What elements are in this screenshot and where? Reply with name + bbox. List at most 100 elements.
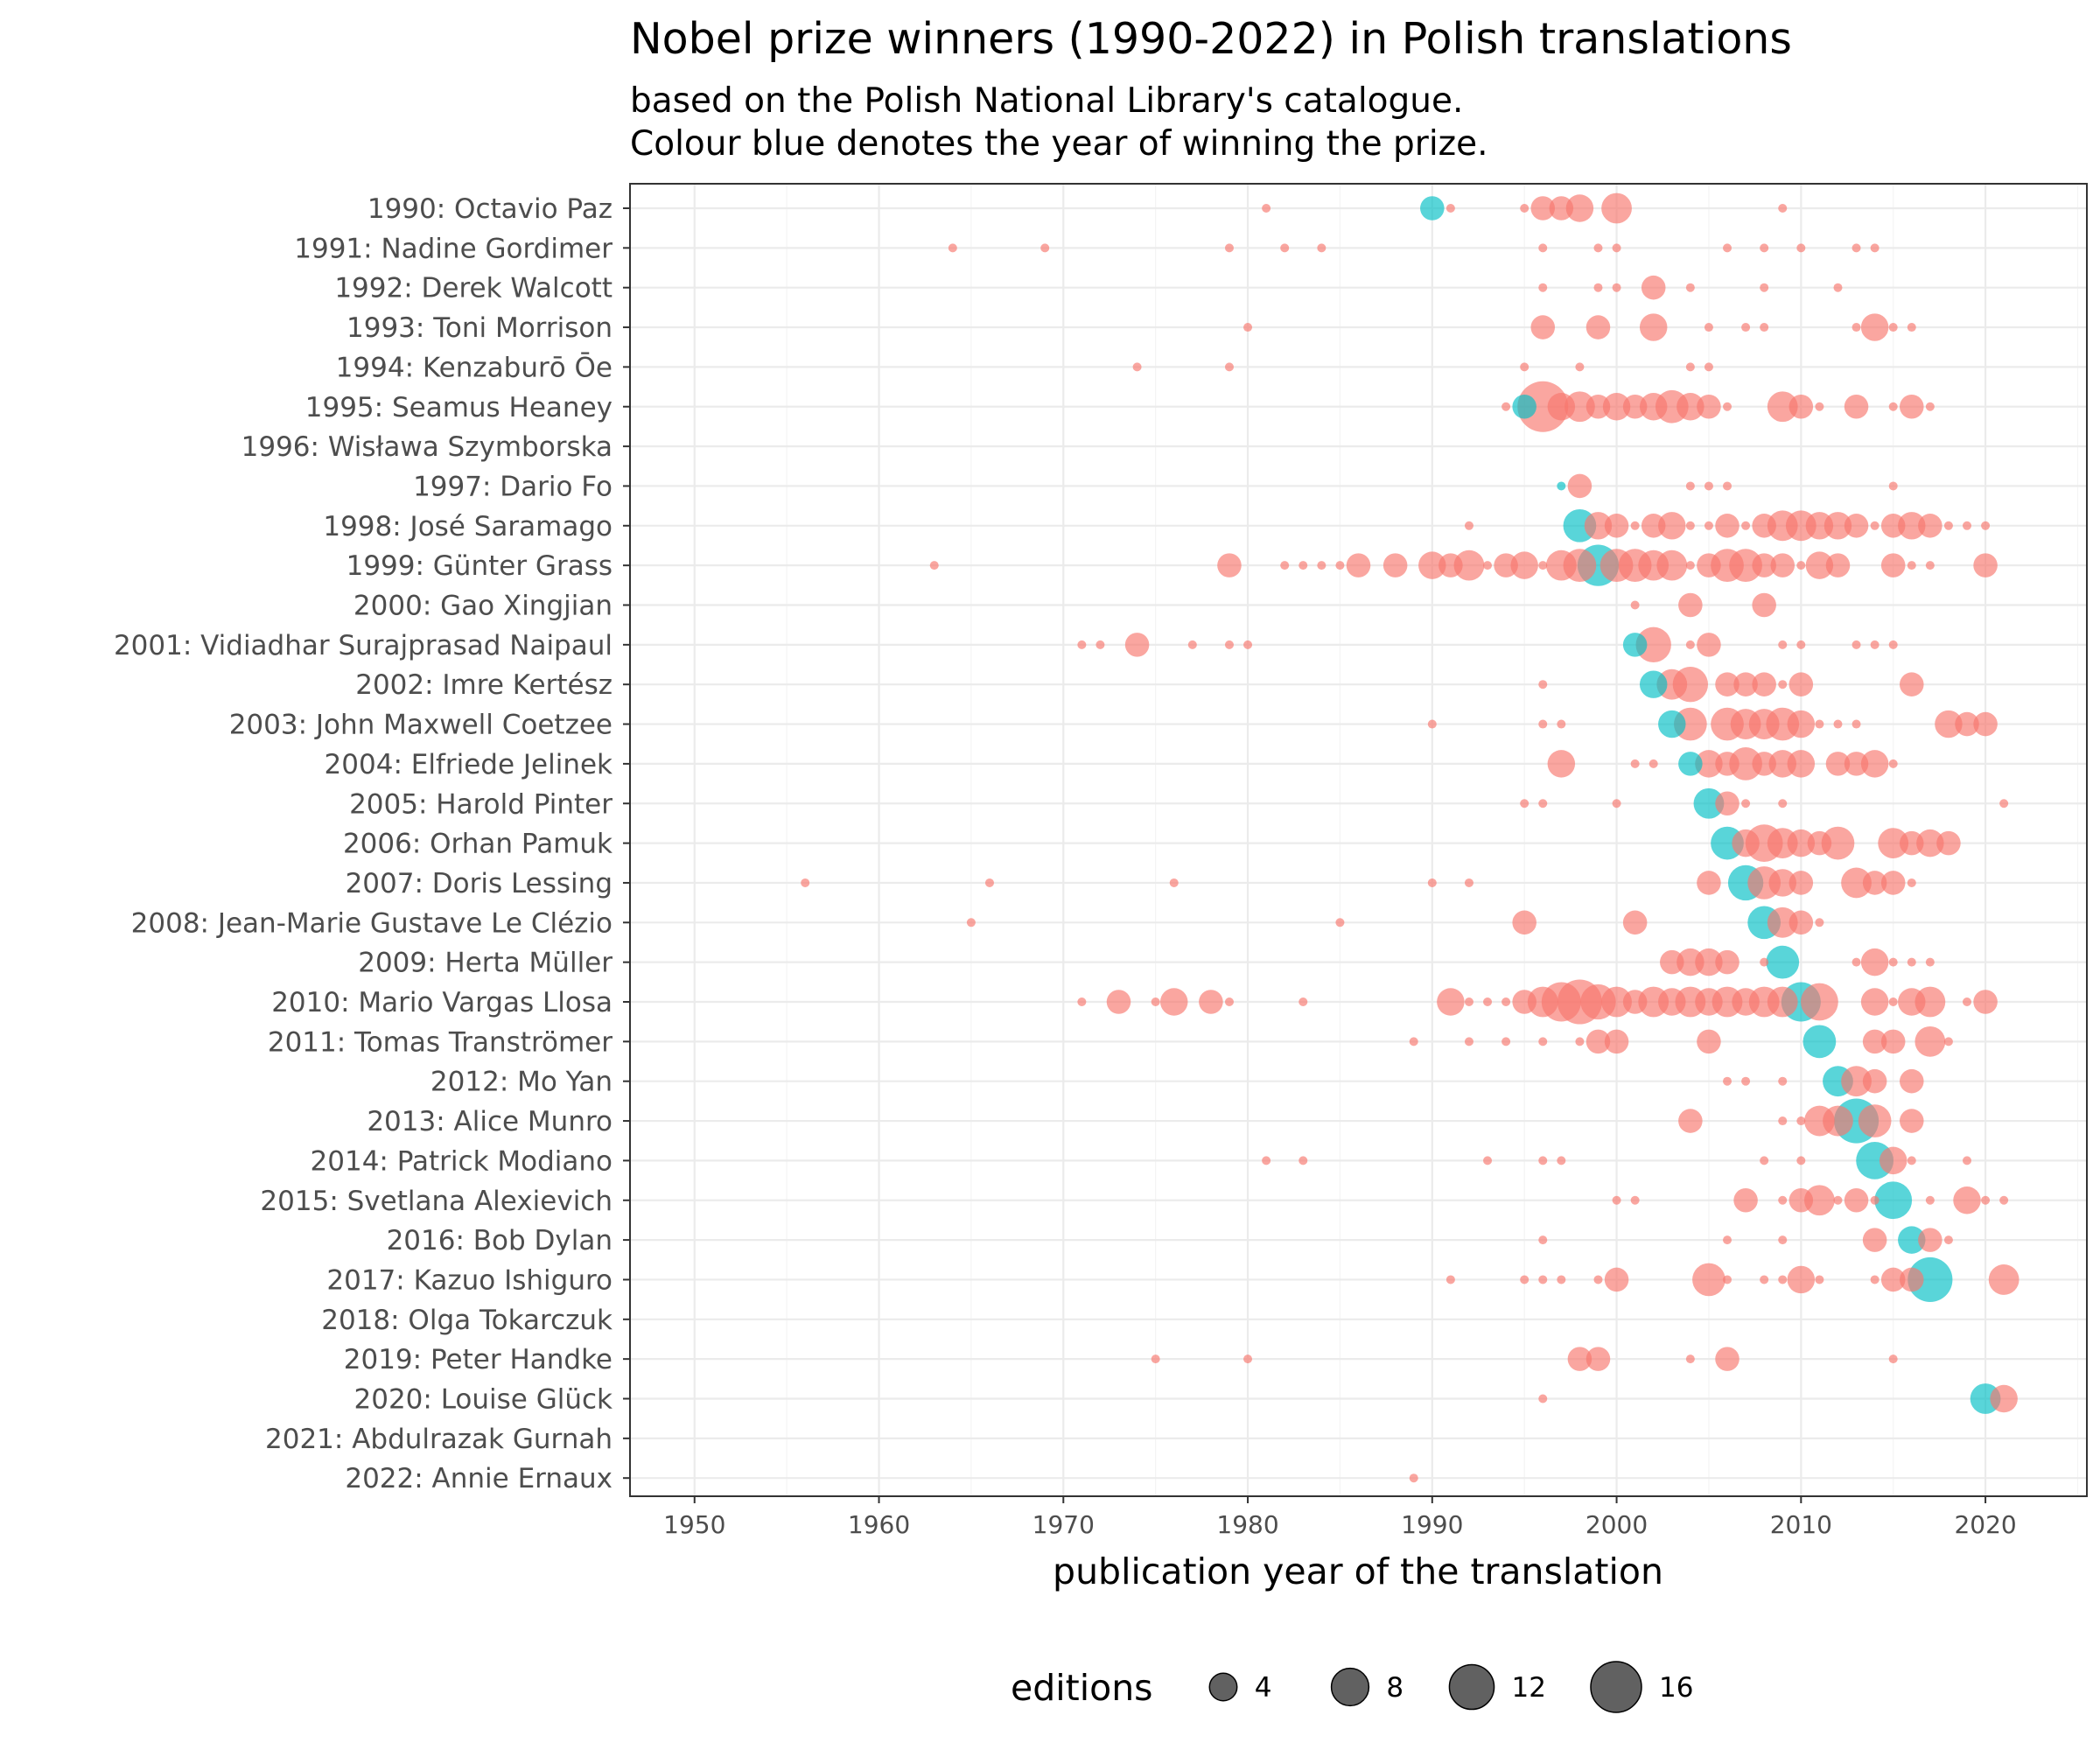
data-point-translation (1630, 759, 1640, 768)
data-point-prize-year (1874, 1181, 1913, 1220)
data-point-translation (1900, 1068, 1924, 1094)
data-point-translation (1770, 553, 1796, 578)
data-point-translation (1787, 1265, 1816, 1294)
legend-label-16: 16 (1659, 1672, 1693, 1704)
data-point-translation (1538, 1236, 1548, 1245)
data-point-translation (1538, 1394, 1548, 1404)
data-point-translation (1538, 1275, 1548, 1284)
data-point-translation (1262, 1156, 1271, 1166)
data-point-translation (1973, 553, 1998, 578)
data-point-translation (1530, 315, 1556, 340)
data-point-translation (1530, 196, 1556, 220)
data-point-translation (1841, 867, 1872, 899)
data-point-translation (1898, 988, 1926, 1016)
y-axis-labels: 1990: Octavio Paz 1991: Nadine Gordimer 19… (114, 193, 612, 1494)
data-point-translation (1695, 750, 1723, 778)
data-point-translation (1888, 323, 1898, 332)
chart-subtitle-line-1: based on the Polish National Library's c… (630, 81, 1463, 121)
data-point-translation (1243, 323, 1253, 332)
data-point-translation (1160, 988, 1188, 1016)
data-point-translation (1870, 640, 1880, 649)
data-point-translation (1567, 473, 1592, 499)
data-point-translation (1437, 988, 1465, 1016)
data-point-translation (1520, 799, 1530, 808)
data-point-translation (1788, 871, 1814, 895)
data-point-translation (1612, 243, 1621, 253)
data-point-translation (1778, 1275, 1788, 1284)
data-point-translation (1418, 551, 1446, 579)
data-point-translation (1601, 986, 1632, 1018)
data-point-translation (1907, 561, 1916, 570)
data-point-translation (1900, 1267, 1924, 1292)
data-point-translation (1935, 710, 1963, 738)
data-point-translation (1565, 194, 1594, 222)
data-point-translation (1914, 1026, 1946, 1057)
data-point-translation (1575, 362, 1585, 372)
data-point-translation (1925, 957, 1935, 967)
data-point-translation (1778, 1236, 1788, 1245)
data-point-translation (1796, 243, 1806, 253)
data-point-translation (1427, 878, 1437, 887)
data-point-translation (1955, 711, 1979, 737)
data-point-translation (1723, 1236, 1732, 1245)
data-point-translation (1224, 243, 1234, 253)
data-point-translation (984, 878, 994, 887)
data-point-translation (1760, 1275, 1769, 1284)
data-point-translation (1907, 323, 1916, 332)
data-point-translation (1729, 747, 1762, 780)
data-point-translation (1841, 1066, 1872, 1097)
legend-title: editions (1011, 1667, 1153, 1709)
data-point-translation (1823, 1105, 1853, 1137)
data-point-translation (1298, 998, 1308, 1006)
data-point-translation (1805, 551, 1834, 579)
data-point-translation (1804, 1185, 1835, 1216)
data-point-translation (1852, 243, 1861, 253)
data-point-translation (1888, 1354, 1898, 1364)
data-point-translation (1862, 1228, 1887, 1252)
data-point-translation (1538, 561, 1548, 570)
data-point-translation (1660, 949, 1684, 975)
data-point-translation (1612, 799, 1621, 808)
data-point-translation (1870, 243, 1880, 253)
data-point-translation (1704, 323, 1713, 332)
data-point-translation (1077, 640, 1087, 649)
y-label-2019-peter-handke: 2019: Peter Handke (344, 1344, 612, 1376)
data-point-translation (1464, 998, 1474, 1006)
data-point-translation (1593, 1275, 1603, 1284)
y-label-2015-svetlana-alexievich: 2015: Svetlana Alexievich (260, 1186, 612, 1217)
data-point-translation (1760, 243, 1769, 253)
y-label-2006-orhan-pamuk: 2006: Orhan Pamuk (343, 829, 612, 860)
data-point-translation (1900, 1109, 1924, 1133)
data-point-translation (1787, 710, 1816, 738)
data-point-translation (1715, 1347, 1740, 1371)
y-label-2011-tomas-transtromer: 2011: Tomas Tranströmer (268, 1026, 612, 1058)
data-point-translation (1821, 826, 1855, 860)
data-point-translation (1796, 1156, 1806, 1166)
data-point-translation (1199, 990, 1223, 1014)
y-label-2020-louise-gluck: 2020: Louise Glück (354, 1384, 613, 1416)
data-point-translation (1502, 402, 1511, 411)
data-point-translation (1963, 998, 1972, 1006)
legend-key-4 (1208, 1672, 1238, 1702)
data-point-translation (1999, 799, 2009, 808)
data-point-translation (1538, 1156, 1548, 1166)
data-point-translation (1778, 1195, 1788, 1205)
data-point-translation (1815, 1275, 1824, 1284)
data-point-translation (1575, 1037, 1585, 1046)
data-point-translation (1545, 550, 1577, 581)
data-point-translation (1796, 1116, 1806, 1126)
x-axis-ticks (693, 1496, 1987, 1503)
data-point-translation (1862, 1068, 1887, 1094)
data-point-translation (1512, 990, 1536, 1014)
data-point-translation (1760, 283, 1769, 292)
data-point-translation (1593, 283, 1603, 292)
data-point-translation (1870, 1275, 1880, 1284)
data-point-translation (1715, 514, 1740, 538)
legend-label-12: 12 (1512, 1672, 1546, 1704)
data-point-translation (1602, 393, 1631, 421)
data-point-translation (1907, 878, 1916, 887)
data-point-translation (1796, 640, 1806, 649)
data-point-translation (1936, 830, 1961, 856)
data-point-translation (1787, 750, 1816, 778)
data-point-translation (1925, 402, 1935, 411)
